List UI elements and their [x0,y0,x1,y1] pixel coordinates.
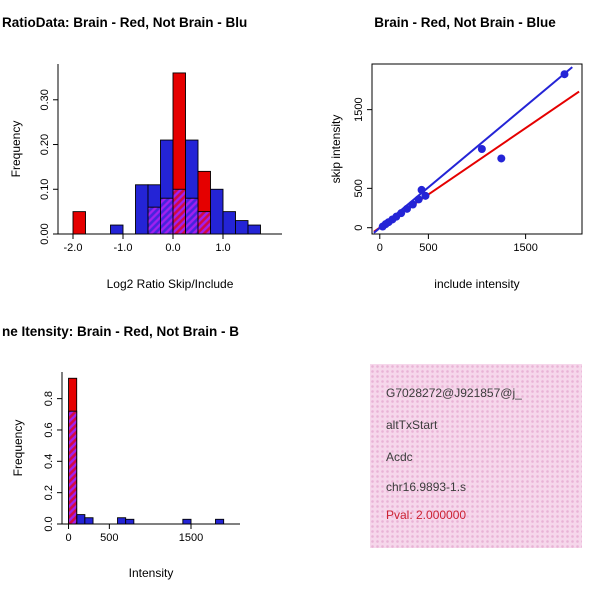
y-tick-label: 0.10 [39,179,51,200]
overlap-purple-bar [68,410,78,525]
not-brain-blue-bar [247,224,261,235]
panel3-xlabel: Intensity [128,566,174,580]
scatter-point [421,191,430,200]
overlap-purple-bar [185,197,199,235]
scatter-point [497,154,506,163]
not-brain-blue-bar [84,517,94,525]
not-brain-blue-bar [117,517,127,525]
scatter-point [414,195,423,204]
y-tick-label: 0 [353,225,365,231]
scatter-point [477,145,486,153]
not-brain-blue-bar [110,224,124,235]
scatter-point [403,204,411,213]
panel1-xlabel: Log2 Ratio Skip/Include [106,277,234,291]
y-tick-label: 0.2 [43,485,55,500]
x-tick-label: 0.0 [165,242,180,254]
panel1-ylabel: Frequency [9,120,23,178]
y-tick-label: 0.30 [39,89,51,110]
gene-name-text: Acdc [386,450,413,464]
not-brain-blue-bar [215,518,225,525]
y-tick-label: 0.20 [39,134,51,155]
plot-box [371,63,583,235]
y-tick-label: 0.8 [43,391,55,406]
panel3-ylabel: Frequency [11,419,25,477]
overlap-purple-bar [172,188,186,235]
x-tick-label: 0 [65,532,71,544]
not-brain-blue-bar [135,184,149,235]
pval-text: Pval: 2.000000 [386,508,467,522]
y-tick-label: 0.4 [43,454,55,469]
not-brain-blue-bar [76,514,86,525]
panel3-title: ne Itensity: Brain - Red, Not Brain - B [2,324,240,339]
y-tick-label: 0.0 [43,516,55,531]
x-tick-label: 1500 [179,532,203,544]
y-tick-label: 1500 [353,97,365,121]
not-brain-blue-bar [125,518,135,525]
panel2-ylabel: skip intensity [329,114,343,184]
not-brain-blue-bar [210,188,224,235]
scatter-point [397,209,406,218]
y-tick-label: 500 [353,179,365,197]
location-text: chr16.9893-1.s [386,480,467,494]
panel2-title: Brain - Red, Not Brain - Blue [374,15,556,30]
x-tick-label: -1.0 [114,242,133,254]
overlap-purple-bar [197,211,211,235]
event-type-text: altTxStart [386,418,438,432]
scatter-point [417,185,426,194]
x-tick-label: 1.0 [215,242,230,254]
scatter-point [408,200,417,209]
x-tick-label: 500 [419,242,437,254]
overlap-purple-bar [160,197,174,235]
panel1-title: RatioData: Brain - Red, Not Brain - Blu [2,15,248,30]
gene-info-box: G7028272@J921857@j_ altTxStart Acdc chr1… [370,364,582,548]
brain-red-bar [72,211,86,235]
y-tick-label: 0.6 [43,422,55,437]
not-brain-blue-bar [222,211,236,235]
gene-id-text: G7028272@J921857@j_ [386,386,522,400]
panel2-xlabel: include intensity [434,277,520,291]
scatter-point [560,70,569,79]
overlap-purple-bar [147,206,161,235]
x-tick-label: 500 [100,532,118,544]
x-tick-label: -2.0 [64,242,83,254]
y-tick-label: 0.00 [39,223,51,244]
not-brain-blue-bar [235,220,249,235]
not-brain-blue-bar [182,518,192,525]
x-tick-label: 1500 [513,242,537,254]
x-tick-label: 0 [377,242,383,254]
